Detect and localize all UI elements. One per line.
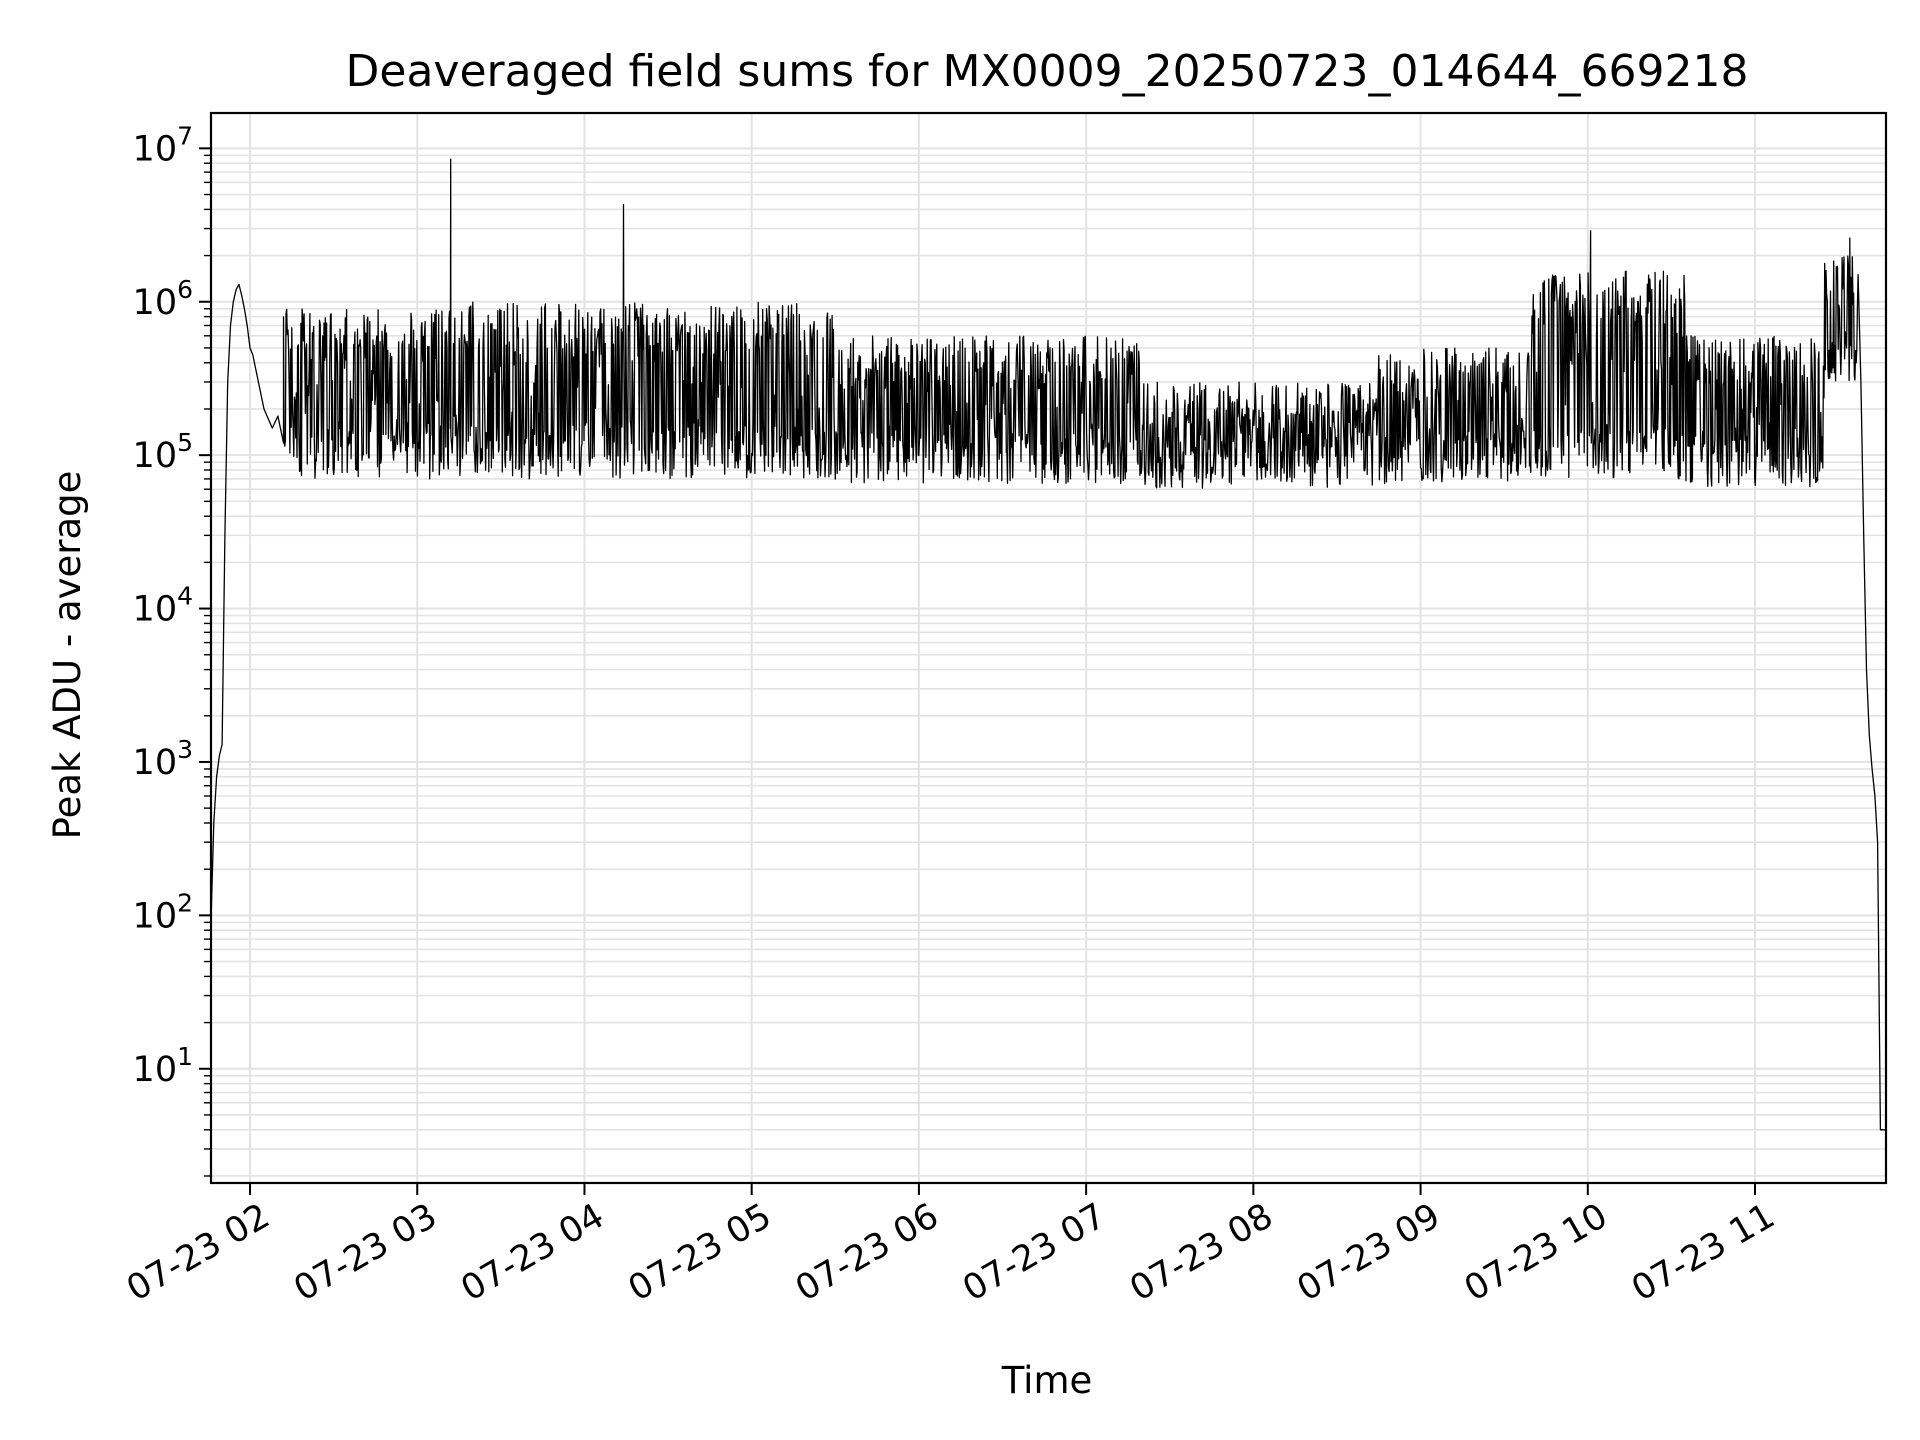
y-tick-base: 10 [133, 283, 178, 323]
y-tick-exponent: 4 [177, 582, 193, 611]
y-tick-exponent: 1 [177, 1042, 193, 1071]
y-tick-label: 107 [133, 121, 193, 169]
y-tick-exponent: 6 [177, 275, 193, 304]
y-tick-label: 101 [133, 1042, 193, 1090]
y-tick-label: 104 [133, 582, 193, 630]
grid-lines [211, 113, 1886, 1183]
series-line [210, 158, 1886, 1131]
y-tick-base: 10 [133, 436, 178, 476]
chart-title: Deaveraged field sums for MX0009_2025072… [346, 46, 1749, 97]
y-tick-exponent: 7 [177, 121, 193, 150]
plot-frame [209, 111, 1888, 1185]
y-axis-title: Peak ADU - average [46, 471, 89, 840]
x-axis-title: Time [1001, 1359, 1093, 1402]
y-tick-base: 10 [133, 1050, 178, 1090]
y-tick-base: 10 [133, 896, 178, 936]
y-tick-exponent: 5 [177, 428, 193, 457]
y-tick-label: 105 [133, 428, 193, 476]
y-tick-label: 103 [133, 735, 193, 783]
y-tick-base: 10 [133, 590, 178, 630]
y-tick-base: 10 [133, 743, 178, 783]
y-tick-base: 10 [133, 129, 178, 169]
y-tick-exponent: 2 [177, 888, 193, 917]
y-tick-label: 102 [133, 888, 193, 936]
y-tick-label: 106 [133, 275, 193, 323]
y-tick-exponent: 3 [177, 735, 193, 764]
